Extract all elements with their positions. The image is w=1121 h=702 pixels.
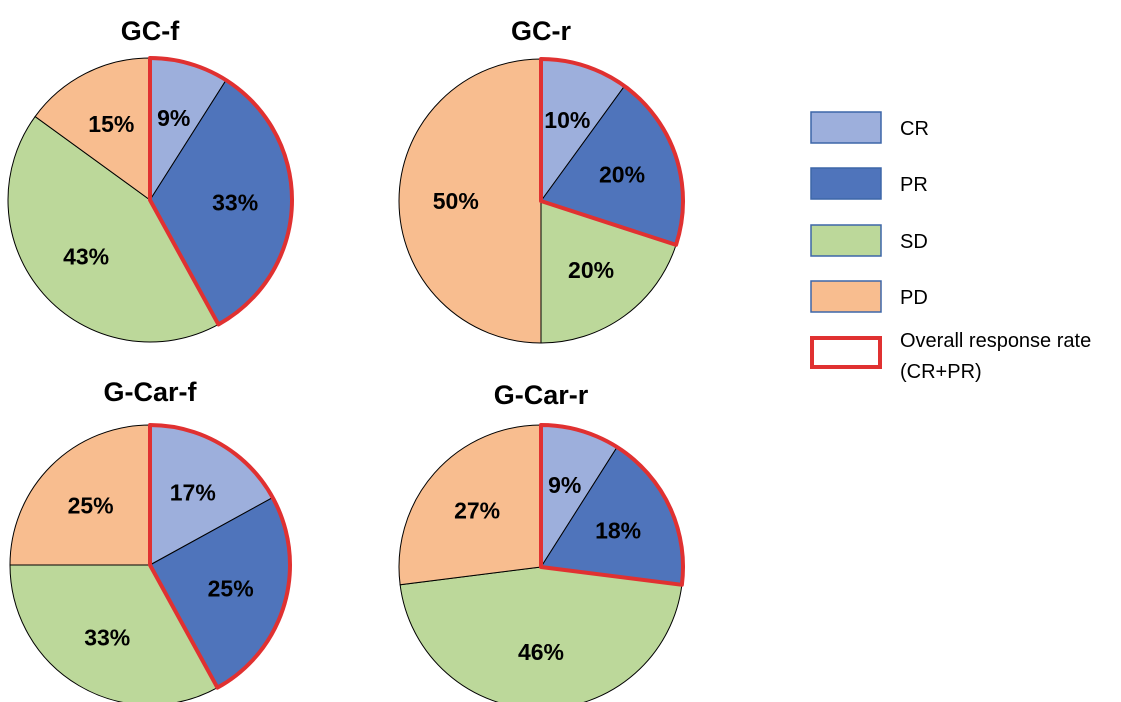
legend-item-overall-response: Overall response rate (CR+PR) xyxy=(810,330,1091,383)
slice-label-sd-g-car-f: 33% xyxy=(84,624,130,650)
slice-label-pr-g-car-f: 25% xyxy=(208,575,254,601)
overall-response-outline-g-car-r xyxy=(539,423,685,587)
overall-response-outline-gc-r xyxy=(539,57,685,247)
pie-title-gc-f: GC-f xyxy=(121,16,180,46)
slice-label-cr-gc-f: 9% xyxy=(157,105,190,131)
legend-swatch-overall-response xyxy=(810,336,882,369)
overall-response-outline-gc-f xyxy=(148,56,294,327)
pie-slice-pd-gc-f xyxy=(34,57,151,201)
legend-label-cr: CR xyxy=(900,118,929,140)
legend-item-cr: CR xyxy=(810,111,929,144)
slice-label-cr-g-car-f: 17% xyxy=(170,480,216,506)
pie-slice-pd-g-car-r xyxy=(398,424,542,586)
slice-label-pr-g-car-r: 18% xyxy=(595,518,641,544)
pie-slice-pd-gc-r xyxy=(398,58,542,344)
legend: CR PR SD PD Overall response rate (CR+PR… xyxy=(810,111,1091,383)
legend-label-sd: SD xyxy=(900,231,928,253)
slice-label-pd-gc-f: 15% xyxy=(88,111,134,137)
pie-slice-sd-gc-f xyxy=(7,115,220,343)
pie-title-g-car-r: G-Car-r xyxy=(494,380,589,410)
slice-label-sd-gc-r: 20% xyxy=(568,257,614,283)
slice-label-cr-gc-r: 10% xyxy=(544,107,590,133)
pie-slice-sd-g-car-f xyxy=(9,564,219,702)
slice-label-pr-gc-r: 20% xyxy=(599,162,645,188)
legend-label-pd: PD xyxy=(900,287,928,309)
legend-label-overall-line1: Overall response rate xyxy=(900,330,1091,352)
legend-item-pd: PD xyxy=(810,280,928,313)
slice-label-pd-g-car-r: 27% xyxy=(454,498,500,524)
slice-label-pd-g-car-f: 25% xyxy=(68,493,114,519)
legend-label-pr: PR xyxy=(900,174,928,196)
slice-label-cr-g-car-r: 9% xyxy=(548,472,581,498)
pie-slice-sd-g-car-r xyxy=(399,566,683,702)
legend-swatch-pd xyxy=(810,280,882,313)
slice-label-pd-gc-r: 50% xyxy=(433,188,479,214)
pie-title-gc-r: GC-r xyxy=(511,16,571,46)
pie-slice-sd-gc-r xyxy=(540,200,677,344)
legend-swatch-pr xyxy=(810,167,882,200)
overall-response-outline-g-car-f xyxy=(148,423,292,690)
legend-item-pr: PR xyxy=(810,167,928,200)
pie-chart-g-car-r: G-Car-r 9% 18% 46% 27% xyxy=(398,380,685,702)
legend-item-sd: SD xyxy=(810,224,928,257)
pie-chart-g-car-f: G-Car-f 17% 25% 33% 25% xyxy=(9,377,292,702)
slice-label-sd-g-car-r: 46% xyxy=(518,639,564,665)
slice-label-sd-gc-f: 43% xyxy=(63,243,109,269)
pie-chart-gc-r: GC-r 10% 20% 20% 50% xyxy=(398,16,685,344)
pie-title-g-car-f: G-Car-f xyxy=(104,377,198,407)
slice-label-pr-gc-f: 33% xyxy=(212,190,258,216)
legend-swatch-cr xyxy=(810,111,882,144)
pie-slice-pd-g-car-f xyxy=(9,424,151,566)
legend-label-overall-line2: (CR+PR) xyxy=(900,361,982,383)
legend-swatch-sd xyxy=(810,224,882,257)
pie-chart-gc-f: GC-f 9% 33% 43% 15% xyxy=(7,16,294,343)
